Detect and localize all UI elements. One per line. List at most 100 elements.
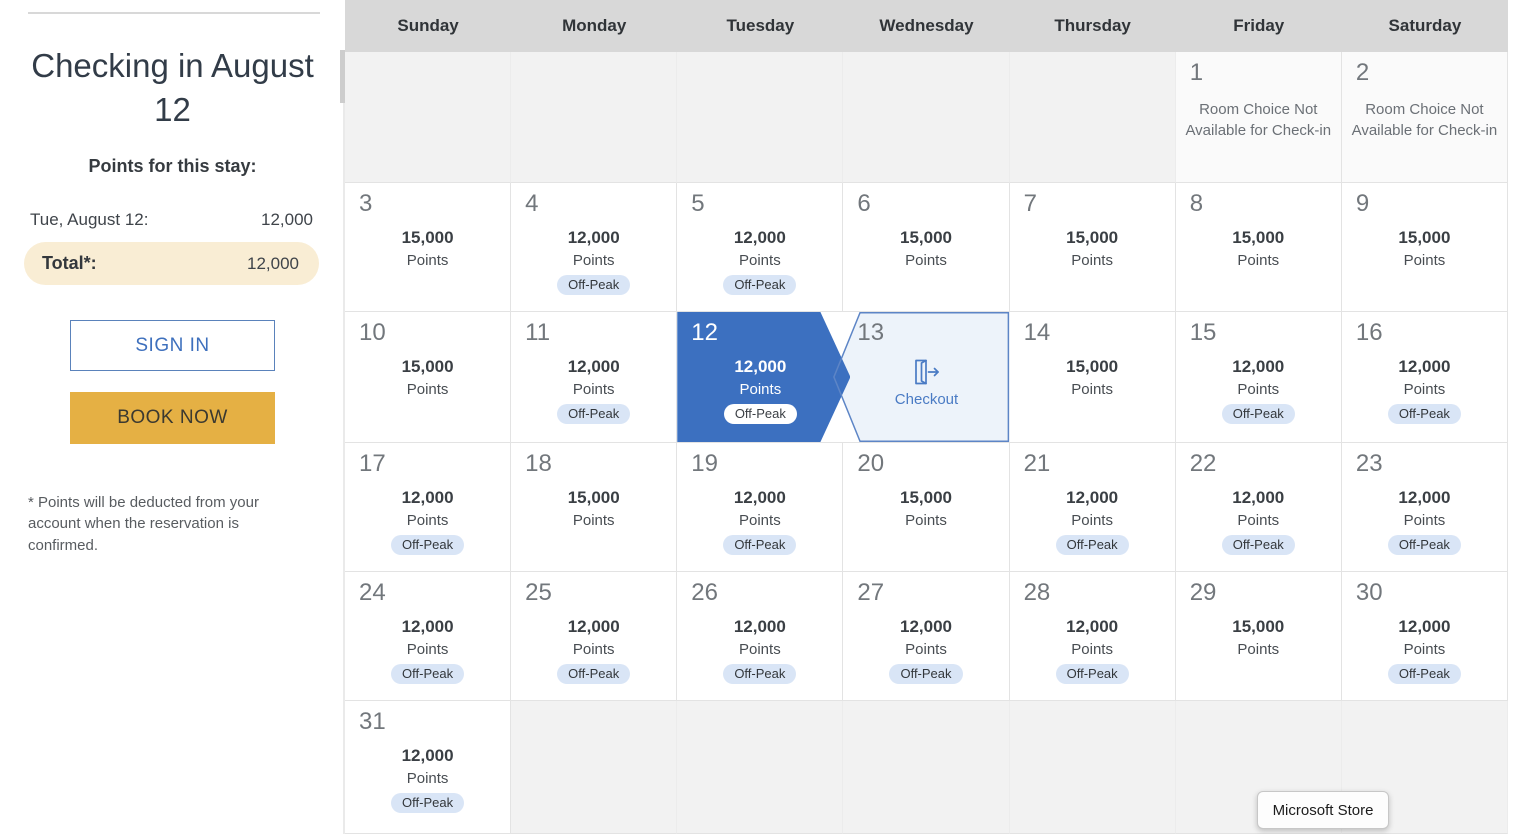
off-peak-badge: Off-Peak bbox=[391, 793, 465, 813]
calendar-day-13[interactable]: 13 Checkout bbox=[833, 312, 1010, 443]
calendar-day-9[interactable]: 9 15,000 Points bbox=[1341, 183, 1508, 312]
off-peak-badge: Off-Peak bbox=[391, 535, 465, 555]
calendar-day-22[interactable]: 22 12,000 Points Off-Peak bbox=[1175, 443, 1342, 572]
weekday-header-tuesday: Tuesday bbox=[677, 0, 844, 52]
off-peak-badge: Off-Peak bbox=[391, 664, 465, 684]
day-number: 26 bbox=[691, 579, 718, 606]
calendar-day-8[interactable]: 8 15,000 Points bbox=[1175, 183, 1342, 312]
sidebar-scrollbar-thumb[interactable] bbox=[340, 50, 345, 103]
points-value: 15,000 bbox=[1232, 228, 1285, 247]
day-number: 2 bbox=[1355, 59, 1370, 86]
points-label: Points bbox=[739, 512, 781, 529]
calendar-day-23[interactable]: 23 12,000 Points Off-Peak bbox=[1341, 443, 1508, 572]
checkout-label: Checkout bbox=[894, 391, 959, 408]
day-cell-body: 12,000 Points Off-Peak bbox=[511, 356, 676, 424]
stay-night-points: 12,000 bbox=[261, 210, 313, 229]
calendar-day-3[interactable]: 3 15,000 Points bbox=[345, 183, 512, 312]
calendar-day-7[interactable]: 7 15,000 Points bbox=[1009, 183, 1176, 312]
day-cell-body: 12,000 Points Off-Peak bbox=[1010, 487, 1175, 555]
points-label: Points bbox=[1237, 641, 1280, 658]
points-value: 12,000 bbox=[567, 357, 620, 376]
off-peak-badge: Off-Peak bbox=[1387, 404, 1461, 424]
off-peak-badge: Off-Peak bbox=[1387, 535, 1461, 555]
points-label: Points bbox=[1403, 641, 1446, 658]
weekday-header-saturday: Saturday bbox=[1341, 0, 1508, 52]
off-peak-badge: Off-Peak bbox=[1055, 535, 1129, 555]
sign-in-button[interactable]: SIGN IN bbox=[70, 320, 275, 371]
calendar-day-4[interactable]: 4 12,000 Points Off-Peak bbox=[511, 183, 678, 312]
points-value: 12,000 bbox=[1398, 617, 1451, 636]
calendar-day-15[interactable]: 15 12,000 Points Off-Peak bbox=[1175, 312, 1342, 443]
right-gutter bbox=[1508, 0, 1536, 834]
day-number: 30 bbox=[1355, 579, 1383, 606]
calendar-day-31[interactable]: 31 12,000 Points Off-Peak bbox=[345, 701, 512, 834]
points-label: Points bbox=[406, 641, 449, 658]
calendar-day-17[interactable]: 17 12,000 Points Off-Peak bbox=[345, 443, 512, 572]
calendar-day-27[interactable]: 27 12,000 Points Off-Peak bbox=[843, 572, 1010, 701]
day-cell-body: 15,000 Points bbox=[511, 487, 676, 531]
day-number: 18 bbox=[525, 450, 552, 477]
calendar-empty-cell bbox=[511, 52, 678, 183]
day-cell-body: 12,000 Points Off-Peak bbox=[345, 487, 510, 555]
calendar-day-25[interactable]: 25 12,000 Points Off-Peak bbox=[511, 572, 678, 701]
points-label: Points bbox=[1403, 252, 1446, 269]
calendar-day-21[interactable]: 21 12,000 Points Off-Peak bbox=[1009, 443, 1176, 572]
points-label: Points bbox=[905, 252, 947, 269]
off-peak-badge: Off-Peak bbox=[557, 275, 631, 295]
points-value: 15,000 bbox=[1232, 617, 1285, 636]
calendar-empty-cell bbox=[677, 52, 844, 183]
day-number: 28 bbox=[1023, 579, 1051, 606]
day-number: 21 bbox=[1023, 450, 1051, 477]
availability-calendar: Sunday Monday Tuesday Wednesday Thursday Frid… bbox=[345, 0, 1508, 834]
calendar-day-30[interactable]: 30 12,000 Points Off-Peak bbox=[1341, 572, 1508, 701]
points-value: 12,000 bbox=[567, 228, 620, 247]
calendar-day-24[interactable]: 24 12,000 Points Off-Peak bbox=[345, 572, 512, 701]
day-number: 1 bbox=[1189, 59, 1204, 86]
calendar-day-16[interactable]: 16 12,000 Points Off-Peak bbox=[1341, 312, 1508, 443]
total-points-value: 12,000 bbox=[247, 253, 299, 273]
points-value: 12,000 bbox=[1398, 357, 1451, 376]
day-number: 9 bbox=[1355, 190, 1370, 217]
off-peak-badge: Off-Peak bbox=[723, 404, 797, 424]
day-cell-body: 12,000 Points Off-Peak bbox=[843, 616, 1008, 684]
total-row: Total*: 12,000 bbox=[24, 242, 319, 285]
points-label: Points bbox=[572, 252, 615, 269]
points-label: Points bbox=[1237, 512, 1280, 529]
calendar-empty-cell bbox=[345, 52, 512, 183]
points-value: 12,000 bbox=[733, 228, 786, 247]
calendar-day-20[interactable]: 20 15,000 Points bbox=[843, 443, 1010, 572]
points-label: Points bbox=[905, 512, 947, 529]
book-now-button[interactable]: BOOK NOW bbox=[70, 392, 275, 444]
calendar-empty-cell bbox=[511, 701, 678, 834]
day-cell-body: 15,000 Points bbox=[843, 487, 1008, 531]
calendar-day-11[interactable]: 11 12,000 Points Off-Peak bbox=[511, 312, 678, 443]
calendar-day-10[interactable]: 10 15,000 Points bbox=[345, 312, 512, 443]
day-number: 27 bbox=[857, 579, 885, 606]
day-cell-body: 12,000 Points Off-Peak bbox=[1176, 487, 1341, 555]
points-label: Points bbox=[406, 252, 449, 269]
day-number: 25 bbox=[525, 579, 552, 606]
day-cell-body: 12,000 Points Off-Peak bbox=[1176, 356, 1341, 424]
calendar-day-26[interactable]: 26 12,000 Points Off-Peak bbox=[677, 572, 844, 701]
points-label: Points bbox=[1071, 252, 1113, 269]
day-number: 11 bbox=[525, 319, 551, 346]
calendar-day-12[interactable]: 12 12,000 Points Off-Peak bbox=[677, 312, 843, 443]
calendar-day-29[interactable]: 29 15,000 Points bbox=[1175, 572, 1342, 701]
room-choice-unavailable-note: Room Choice Not Available for Check-in bbox=[1351, 101, 1498, 139]
calendar-day-14[interactable]: 14 15,000 Points bbox=[1009, 312, 1176, 443]
off-peak-badge: Off-Peak bbox=[723, 664, 797, 684]
calendar-day-5[interactable]: 5 12,000 Points Off-Peak bbox=[677, 183, 844, 312]
calendar-grid: Sunday Monday Tuesday Wednesday Thursday Frid… bbox=[345, 0, 1508, 834]
points-value: 12,000 bbox=[734, 357, 787, 376]
points-value: 15,000 bbox=[567, 488, 620, 507]
calendar-empty-cell bbox=[843, 52, 1010, 183]
calendar-day-6[interactable]: 6 15,000 Points bbox=[843, 183, 1010, 312]
calendar-day-19[interactable]: 19 12,000 Points Off-Peak bbox=[677, 443, 844, 572]
calendar-day-18[interactable]: 18 15,000 Points bbox=[511, 443, 678, 572]
points-value: 15,000 bbox=[401, 357, 454, 376]
day-cell-body: 15,000 Points bbox=[1010, 356, 1175, 400]
calendar-day-28[interactable]: 28 12,000 Points Off-Peak bbox=[1009, 572, 1176, 701]
points-label: Points bbox=[406, 770, 449, 787]
microsoft-store-tooltip: Microsoft Store bbox=[1257, 791, 1389, 829]
